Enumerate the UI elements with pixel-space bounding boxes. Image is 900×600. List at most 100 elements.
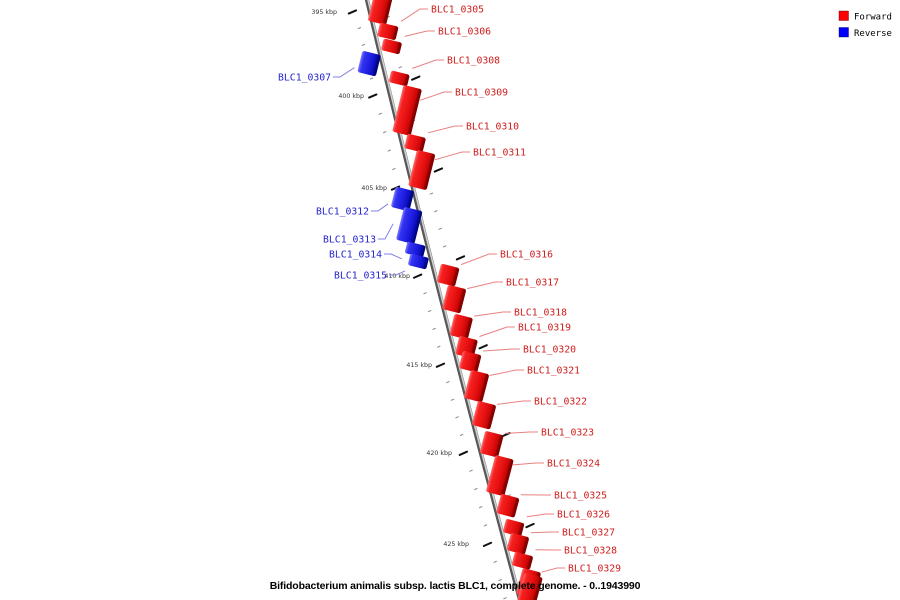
gene-label[interactable]: BLC1_0314 <box>329 250 382 261</box>
gene-label[interactable]: BLC1_0319 <box>518 323 571 334</box>
gene-feature-group <box>480 431 504 458</box>
legend-reverse-label: Reverse <box>854 29 892 39</box>
gene-label[interactable]: BLC1_0315 <box>334 271 387 282</box>
tick-label: 415 kbp <box>406 362 432 369</box>
minor-tick-left <box>474 487 478 491</box>
gene-feature-group <box>464 370 490 403</box>
label-leader-line <box>512 462 544 466</box>
gene-label[interactable]: BLC1_0309 <box>455 88 508 99</box>
gene-feature-BLC1_0309[interactable] <box>392 85 422 136</box>
label-leader-line <box>526 513 554 518</box>
major-tick-right <box>525 522 535 529</box>
gene-feature-group <box>405 241 426 258</box>
gene-label[interactable]: BLC1_0320 <box>523 345 576 356</box>
gene-feature-group <box>392 85 422 136</box>
gene-feature[interactable] <box>517 573 543 600</box>
label-leader-line <box>460 253 497 266</box>
gene-feature-BLC1_0310[interactable] <box>404 133 426 153</box>
gene-feature-BLC1_0305[interactable] <box>377 22 399 40</box>
legend-forward-label: Forward <box>854 13 892 23</box>
gene-feature-group <box>442 285 467 314</box>
gene-feature[interactable] <box>368 0 395 25</box>
minor-tick-left <box>369 77 374 80</box>
gene-features <box>357 0 543 600</box>
gene-label[interactable]: BLC1_0305 <box>431 5 484 16</box>
label-leader-line <box>479 326 515 337</box>
minor-tick-left <box>392 167 396 171</box>
label-leader-line <box>541 567 565 573</box>
label-leader-line <box>404 30 435 37</box>
gene-label[interactable]: BLC1_0306 <box>438 27 491 38</box>
minor-tick-right <box>438 227 442 230</box>
gene-feature-group <box>503 519 525 537</box>
major-tick-left <box>368 93 378 99</box>
gene-label[interactable]: BLC1_0311 <box>473 148 526 159</box>
gene-label[interactable]: BLC1_0318 <box>514 308 567 319</box>
gene-feature-BLC1_0320[interactable] <box>459 351 482 373</box>
gene-feature-BLC1_0307[interactable] <box>357 51 381 77</box>
legend: Forward Reverse <box>838 10 892 39</box>
minor-tick-left <box>503 597 507 600</box>
gene-label[interactable]: BLC1_0329 <box>568 564 621 575</box>
tick-label: 405 kbp <box>361 185 387 192</box>
gene-feature-BLC1_0311[interactable] <box>408 150 435 190</box>
minor-tick-right <box>429 192 434 195</box>
gene-feature-BLC1_0312[interactable] <box>391 186 415 212</box>
gene-feature-BLC1_0325[interactable] <box>496 494 520 518</box>
gene-feature-BLC1_0314[interactable] <box>405 241 426 258</box>
map-title: Bifidobacterium animalis subsp. lactis B… <box>270 580 641 592</box>
label-leader-line <box>483 348 520 352</box>
gene-feature-BLC1_0317[interactable] <box>442 285 467 314</box>
gene-label[interactable]: BLC1_0310 <box>466 122 519 133</box>
label-leader-line <box>427 125 463 134</box>
gene-feature-BLC1_0326[interactable] <box>503 519 525 537</box>
label-leader-line <box>474 311 511 317</box>
gene-feature-BLC1_0318[interactable] <box>449 314 473 340</box>
tick-label: 400 kbp <box>338 93 364 100</box>
gene-label[interactable]: BLC1_0316 <box>500 250 553 261</box>
gene-feature-group <box>436 263 460 287</box>
gene-feature-BLC1_0328[interactable] <box>511 552 533 570</box>
gene-labels: BLC1_0305 BLC1_0306 BLC1_0307 BLC1_0308 BLC1… <box>278 5 621 575</box>
gene-label[interactable]: BLC1_0308 <box>447 56 500 67</box>
gene-feature-group <box>496 494 520 518</box>
gene-label[interactable]: BLC1_0322 <box>534 397 587 408</box>
label-leader-line <box>489 369 524 376</box>
gene-label[interactable]: BLC1_0327 <box>562 528 615 539</box>
gene-feature-BLC1_0322[interactable] <box>472 401 497 430</box>
gene-feature-BLC1_0327[interactable] <box>506 533 529 555</box>
gene-label[interactable]: BLC1_0313 <box>323 235 376 246</box>
minor-tick-left <box>493 560 497 563</box>
gene-feature-BLC1_0323[interactable] <box>480 431 504 458</box>
gene-feature-BLC1_0306[interactable] <box>381 38 402 55</box>
gene-feature-BLC1_0319[interactable] <box>455 336 478 359</box>
gene-feature-BLC1_0308[interactable] <box>388 70 410 87</box>
gene-label[interactable]: BLC1_0321 <box>527 366 580 377</box>
gene-feature-group <box>408 150 435 190</box>
major-tick-left <box>458 450 469 456</box>
gene-feature-BLC1_0321[interactable] <box>464 370 490 403</box>
minor-tick-left <box>378 112 382 115</box>
gene-label[interactable]: BLC1_0328 <box>564 546 617 557</box>
gene-feature-BLC1_0313[interactable] <box>396 207 423 245</box>
gene-feature-BLC1_0315[interactable] <box>408 253 429 270</box>
label-leader-line <box>497 400 531 405</box>
gene-label[interactable]: BLC1_0312 <box>316 207 369 218</box>
gene-feature-BLC1_0324[interactable] <box>486 455 514 497</box>
major-tick-left <box>412 273 423 279</box>
gene-label[interactable]: BLC1_0325 <box>554 491 607 502</box>
gene-label[interactable]: BLC1_0317 <box>506 278 559 289</box>
tick-label: 395 kbp <box>311 9 337 16</box>
gene-label[interactable]: BLC1_0307 <box>278 73 331 84</box>
gene-label[interactable]: BLC1_0323 <box>541 428 594 439</box>
minor-tick-right <box>398 66 402 69</box>
gene-label[interactable]: BLC1_0324 <box>547 459 600 470</box>
gene-label[interactable]: BLC1_0326 <box>557 510 610 521</box>
gene-feature-group <box>377 22 399 40</box>
gene-feature-BLC1_0316[interactable] <box>436 263 460 287</box>
minor-tick-left <box>498 578 502 582</box>
gene-feature-group <box>459 351 482 373</box>
major-tick-left <box>482 541 493 548</box>
